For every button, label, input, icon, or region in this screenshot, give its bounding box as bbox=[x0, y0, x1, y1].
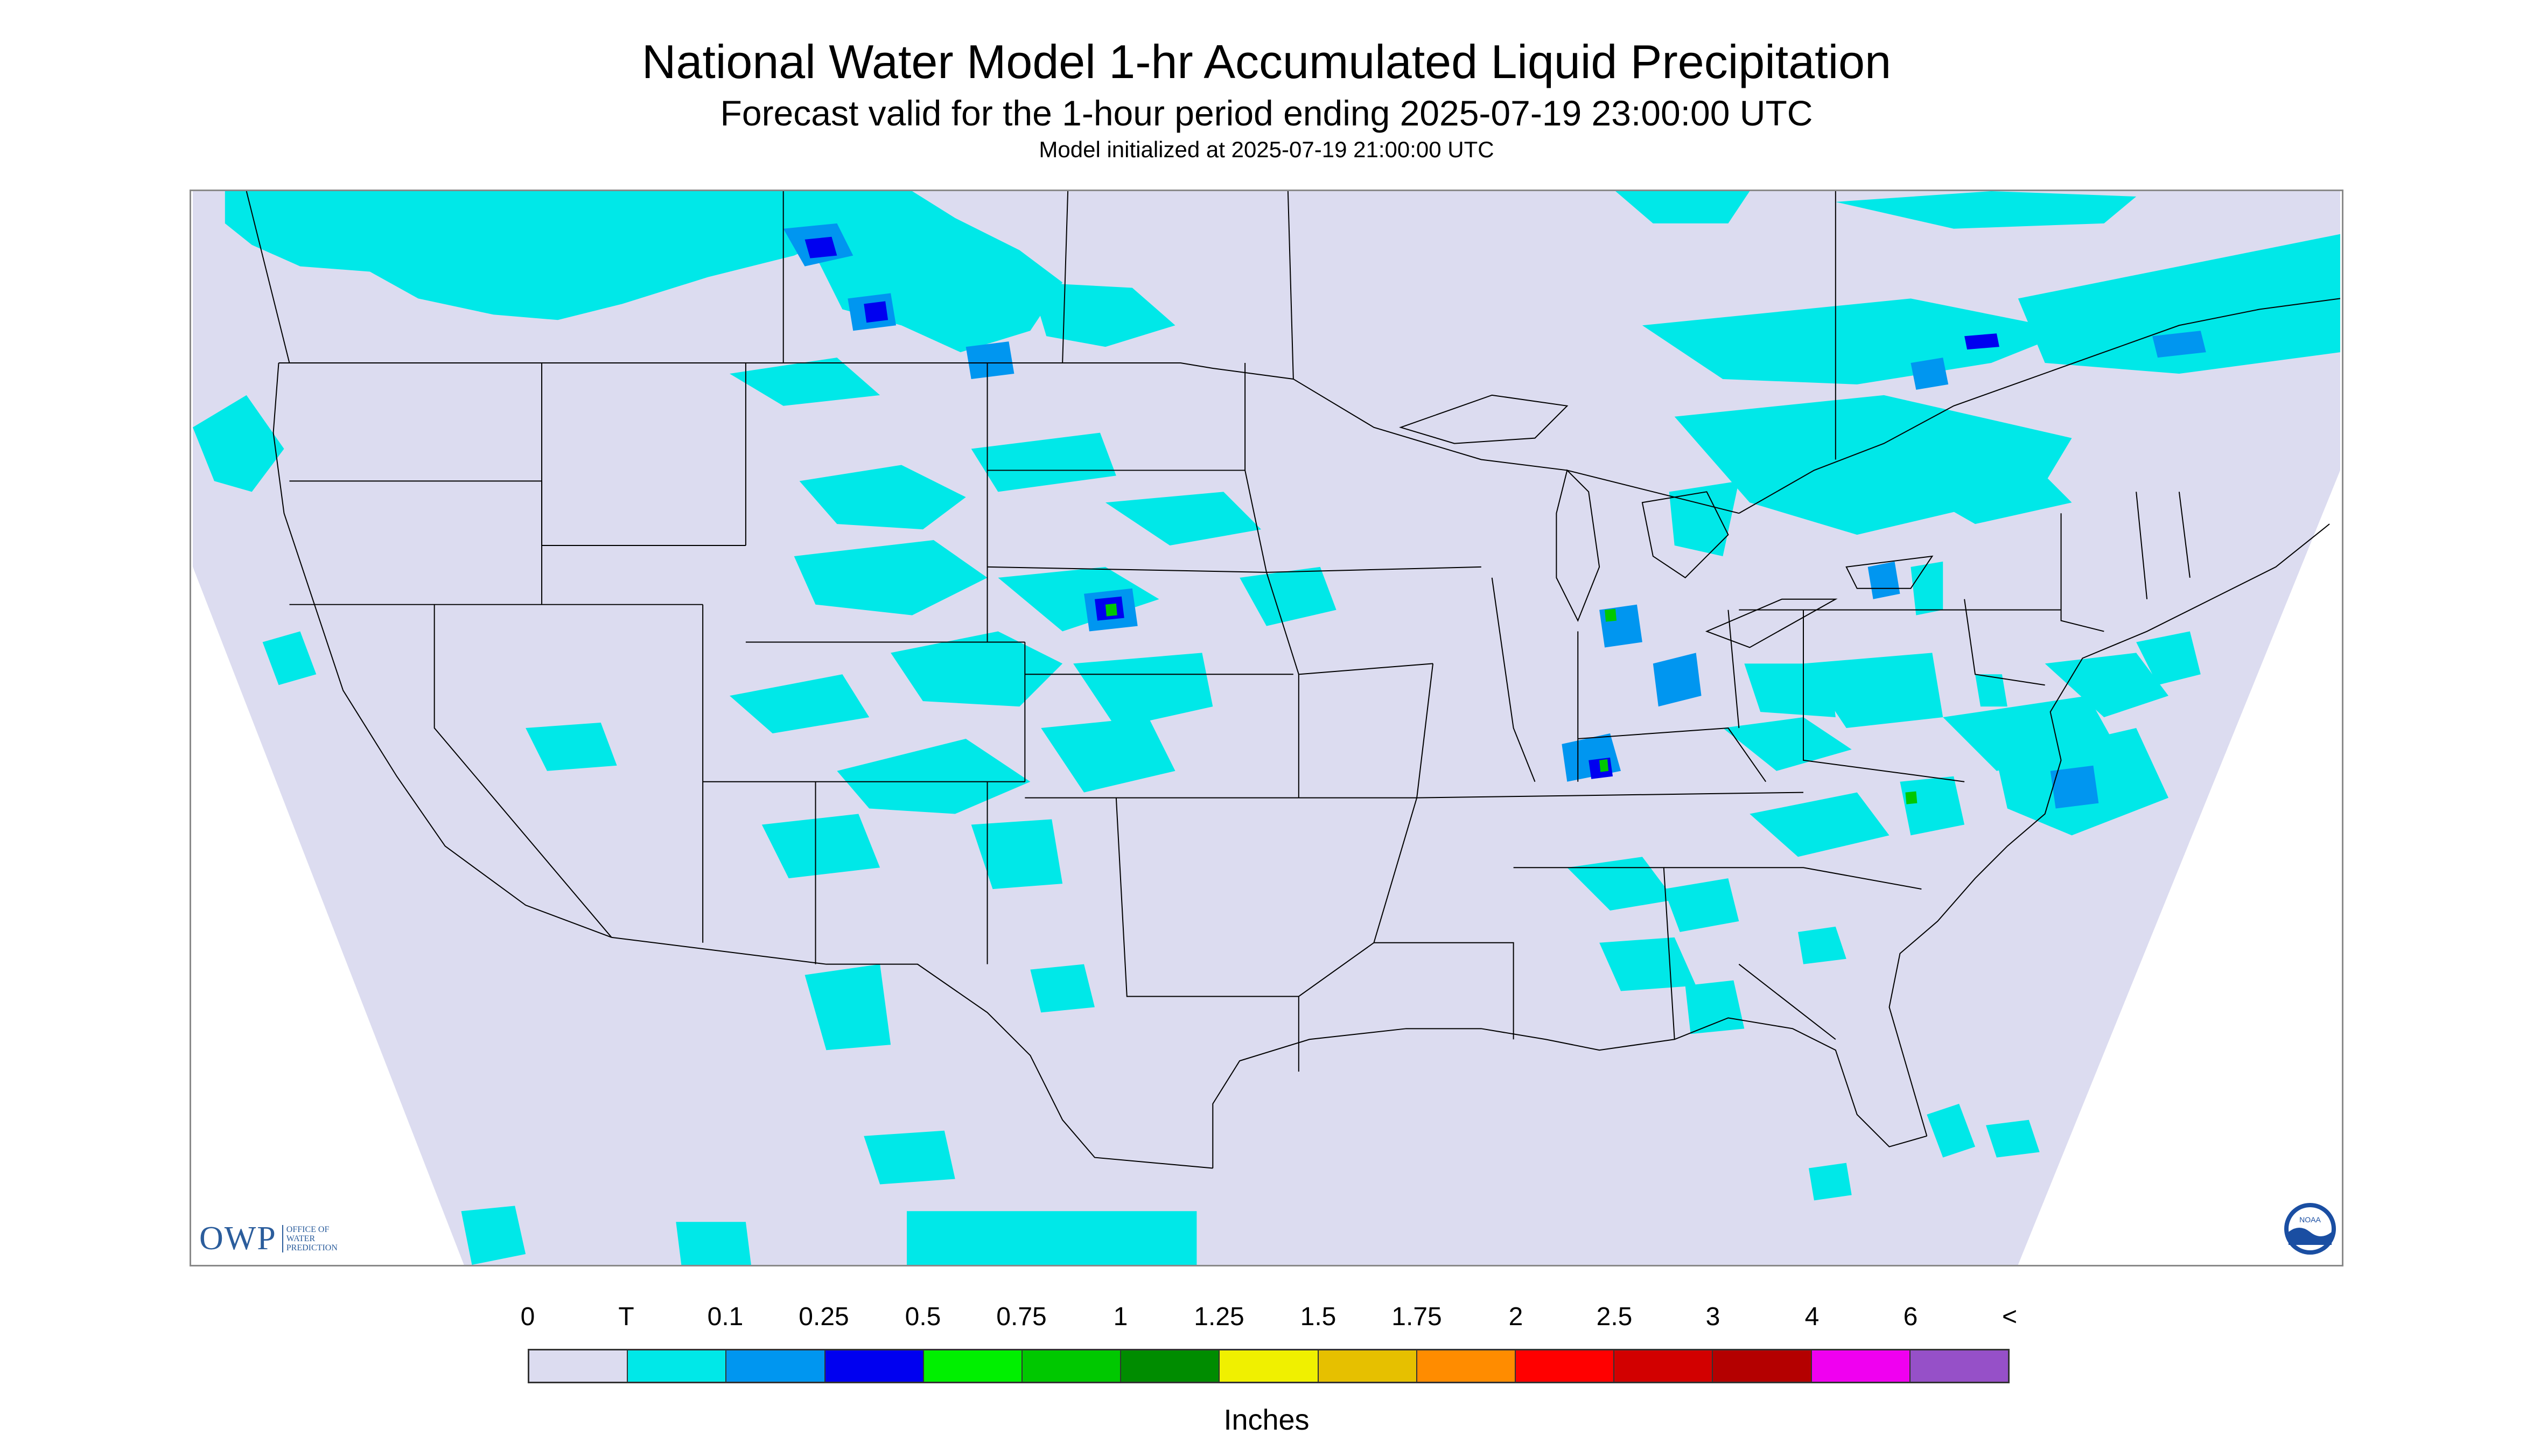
owp-logo-subtext: OFFICE OF WATER PREDICTION bbox=[282, 1225, 338, 1252]
map-subtitle: Forecast valid for the 1-hour period end… bbox=[720, 93, 1813, 133]
owp-logo-text: OWP bbox=[199, 1220, 277, 1257]
legend-label: 1.25 bbox=[1194, 1303, 1244, 1331]
great-lakes bbox=[1399, 394, 1934, 648]
map-title: National Water Model 1-hr Accumulated Li… bbox=[641, 35, 1892, 88]
units-label: Inches bbox=[1223, 1404, 1310, 1436]
legend-swatch bbox=[1121, 1350, 1220, 1382]
legend-swatch bbox=[1811, 1350, 1911, 1382]
legend-swatch bbox=[628, 1350, 727, 1382]
legend-swatch bbox=[529, 1350, 628, 1382]
legend-swatch bbox=[1318, 1350, 1417, 1382]
color-scale-bar bbox=[528, 1349, 2010, 1383]
legend-swatch bbox=[1516, 1350, 1615, 1382]
precip-trace bbox=[193, 191, 2340, 1265]
legend-label: 0 bbox=[520, 1303, 535, 1331]
legend-label: 1.75 bbox=[1391, 1303, 1442, 1331]
legend-label: 1.5 bbox=[1300, 1303, 1337, 1331]
legend-swatch bbox=[825, 1350, 924, 1382]
legend-swatch bbox=[1417, 1350, 1516, 1382]
model-init-line: Model initialized at 2025-07-19 21:00:00… bbox=[1039, 137, 1494, 162]
legend-label: 6 bbox=[1903, 1303, 1918, 1331]
legend-label: 0.25 bbox=[799, 1303, 849, 1331]
legend-label: 0.5 bbox=[905, 1303, 941, 1331]
legend-label: T bbox=[618, 1303, 634, 1331]
legend-label: 1 bbox=[1113, 1303, 1128, 1331]
legend-swatch bbox=[726, 1350, 825, 1382]
legend-swatch bbox=[1910, 1350, 2009, 1382]
legend-label: < bbox=[2002, 1303, 2018, 1331]
legend-labels: 0 T 0.1 0.25 0.5 0.75 1 1.25 1.5 1.75 2 … bbox=[0, 1302, 2533, 1334]
legend-swatch bbox=[923, 1350, 1023, 1382]
domain-mask-right bbox=[2018, 470, 2340, 1265]
political-boundaries bbox=[246, 191, 2341, 1169]
legend-swatch bbox=[1614, 1350, 1713, 1382]
legend-swatch bbox=[1220, 1350, 1319, 1382]
legend-label: 0.75 bbox=[996, 1303, 1047, 1331]
noaa-logo: NOAA bbox=[2283, 1202, 2337, 1256]
legend-label: 4 bbox=[1804, 1303, 1820, 1331]
legend-label: 3 bbox=[1705, 1303, 1720, 1331]
precipitation-map bbox=[190, 190, 2343, 1266]
legend-label: 2 bbox=[1508, 1303, 1523, 1331]
legend-label: 0.1 bbox=[707, 1303, 744, 1331]
noaa-logo-text: NOAA bbox=[2299, 1215, 2321, 1224]
legend-label: 2.5 bbox=[1596, 1303, 1633, 1331]
owp-logo: OWP OFFICE OF WATER PREDICTION bbox=[199, 1220, 338, 1258]
precip-green bbox=[1105, 603, 1918, 804]
legend-swatch bbox=[1023, 1350, 1122, 1382]
legend-swatch bbox=[1713, 1350, 1812, 1382]
precip-light-blue bbox=[783, 223, 2206, 809]
